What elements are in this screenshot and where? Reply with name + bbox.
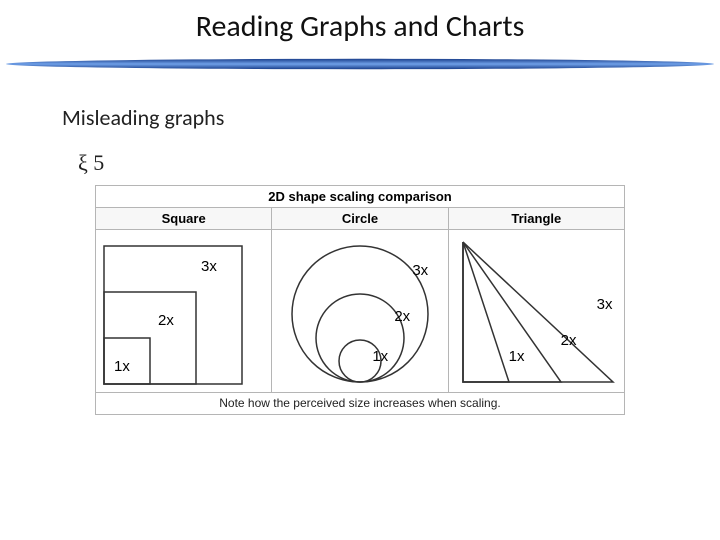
- figure-header-row: Square Circle Triangle: [96, 208, 624, 230]
- scale-label: 1x: [372, 348, 388, 365]
- bullet-item: ξ 5: [78, 150, 104, 176]
- col-header-circle: Circle: [272, 208, 448, 229]
- figure-caption: Note how the perceived size increases wh…: [96, 392, 624, 414]
- scale-label: 2x: [394, 308, 410, 325]
- figure-body-row: 1x 2x 3x 1x 2x 3x 1x 2x 3x: [96, 230, 624, 392]
- scale-label: 3x: [412, 262, 428, 279]
- scale-label: 2x: [561, 332, 577, 349]
- title-underline: [4, 57, 716, 71]
- scale-label: 1x: [114, 358, 130, 375]
- scale-label: 3x: [201, 258, 217, 275]
- col-header-square: Square: [96, 208, 272, 229]
- cell-square: 1x 2x 3x: [96, 230, 272, 392]
- subtitle: Misleading graphs: [62, 104, 224, 131]
- figure-table: 2D shape scaling comparison Square Circl…: [95, 185, 625, 415]
- cell-circle: 1x 2x 3x: [272, 230, 448, 392]
- page-title: Reading Graphs and Charts: [0, 8, 720, 45]
- scale-label: 3x: [597, 296, 613, 313]
- scale-label: 1x: [509, 348, 525, 365]
- scale-label: 2x: [158, 312, 174, 329]
- slide: Reading Graphs and Charts Misleading gra…: [0, 0, 720, 540]
- cell-triangle: 1x 2x 3x: [449, 230, 624, 392]
- figure-title: 2D shape scaling comparison: [96, 186, 624, 208]
- col-header-triangle: Triangle: [449, 208, 624, 229]
